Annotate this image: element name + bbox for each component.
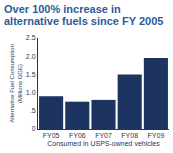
svg-text:Consumed in USPS-owned vehicle: Consumed in USPS-owned vehicles [47, 140, 160, 147]
svg-text:FY09: FY09 [148, 132, 165, 139]
svg-text:0: 0 [32, 125, 36, 132]
svg-text:2.0: 2.0 [26, 53, 36, 60]
svg-text:FY06: FY06 [69, 132, 86, 139]
html-text:Over 100% increase in alternat: Over 100% increase in alternative fuels … [4, 3, 164, 27]
svg-text:FY08: FY08 [121, 132, 138, 139]
svg-text:FY07: FY07 [95, 132, 112, 139]
svg-text:.5: .5 [30, 107, 36, 114]
svg-text:2.5: 2.5 [26, 34, 36, 41]
svg-text:FY05: FY05 [43, 132, 60, 139]
svg-text:1.0: 1.0 [26, 89, 36, 96]
svg-text:Alternative Fuel Consumption(M: Alternative Fuel Consumption(Millions GG… [9, 44, 23, 123]
svg-text:1.5: 1.5 [26, 71, 36, 78]
